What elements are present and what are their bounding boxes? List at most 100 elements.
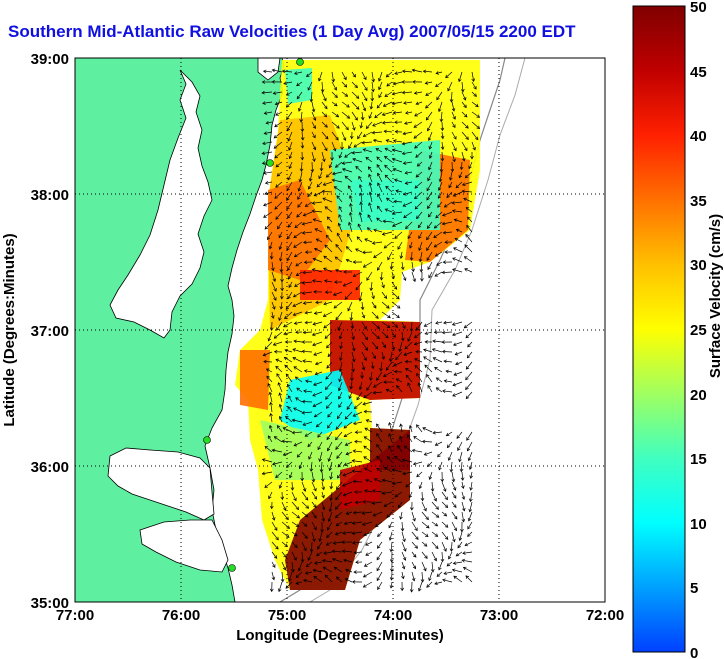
current-arrow (293, 407, 303, 413)
colorbar-tick: 50 (690, 0, 707, 16)
current-arrowhead (448, 184, 452, 189)
current-arrowhead (261, 151, 266, 156)
current-arrow (452, 569, 463, 573)
current-arrowhead (335, 436, 339, 441)
current-arrow (376, 551, 383, 560)
current-arrowhead (356, 396, 360, 401)
current-arrow (441, 511, 447, 517)
current-arrowhead (287, 295, 291, 300)
current-arrow (391, 291, 400, 300)
current-arrowhead (467, 525, 471, 530)
current-arrow (332, 558, 343, 563)
current-arrow (361, 351, 367, 361)
current-arrowhead (381, 356, 386, 360)
current-arrowhead (306, 73, 310, 78)
current-arrowhead (313, 514, 317, 519)
current-arrowhead (334, 280, 338, 284)
current-arrowhead (334, 531, 339, 536)
chesapeake-bay (109, 69, 213, 339)
current-arrowhead (317, 434, 321, 438)
y-tick-label: 36:00 (31, 459, 69, 476)
current-arrow (468, 161, 473, 169)
current-arrowhead (273, 134, 278, 139)
current-arrow (268, 491, 273, 499)
current-arrow (398, 501, 403, 508)
current-arrow (465, 371, 473, 380)
current-arrowhead (360, 375, 364, 379)
current-arrowhead (294, 283, 298, 287)
current-arrowhead (426, 247, 430, 251)
current-arrow (264, 111, 273, 114)
current-arrow (376, 561, 383, 571)
current-arrow (376, 156, 383, 163)
hf-radar-sites (203, 58, 304, 572)
current-arrowhead (322, 566, 327, 570)
current-arrow (414, 191, 423, 199)
current-arrowhead (463, 197, 467, 202)
current-arrowhead (323, 301, 327, 306)
current-arrow (278, 382, 283, 393)
current-arrowhead (376, 433, 380, 437)
current-arrow (270, 413, 273, 423)
current-arrowhead (262, 69, 267, 74)
current-arrow (336, 233, 343, 243)
current-arrow (337, 471, 343, 479)
current-arrowhead (440, 158, 445, 162)
current-arrow (426, 111, 433, 121)
current-arrow (335, 421, 343, 430)
current-arrow (435, 321, 443, 324)
current-arrowhead (434, 273, 439, 277)
current-arrow (413, 461, 423, 465)
current-arrowhead (312, 218, 317, 222)
current-arrow (307, 191, 313, 197)
current-arrow (342, 550, 353, 553)
current-arrow (418, 382, 423, 393)
current-arrowhead (308, 456, 312, 460)
current-arrow (377, 193, 383, 203)
current-arrow (471, 101, 479, 107)
current-arrow (325, 574, 333, 583)
current-arrow (407, 231, 413, 239)
current-arrow (311, 491, 317, 500)
current-arrow (331, 71, 334, 82)
current-arrowhead (461, 558, 466, 563)
current-arrowhead (452, 561, 457, 565)
current-arrow (422, 441, 433, 443)
current-arrow (329, 461, 333, 471)
current-arrowhead (376, 325, 381, 329)
current-arrow (390, 261, 393, 270)
current-arrow (393, 111, 403, 114)
current-arrowhead (313, 496, 318, 500)
current-arrowhead (343, 558, 347, 563)
current-arrow (392, 481, 403, 485)
current-arrowhead (354, 500, 359, 505)
current-arrow (317, 441, 323, 450)
current-arrow (471, 71, 475, 82)
current-arrow (295, 376, 303, 383)
current-arrowhead (293, 234, 297, 239)
current-arrow (342, 161, 353, 164)
current-arrowhead (460, 88, 465, 93)
current-arrowhead (434, 581, 438, 586)
current-arrowhead (465, 395, 470, 400)
current-arrow (373, 511, 383, 517)
current-arrow (427, 461, 433, 467)
current-arrowhead (363, 445, 367, 450)
current-arrow (345, 451, 353, 455)
current-arrowhead (303, 240, 307, 245)
current-arrowhead (362, 264, 367, 268)
current-arrow (285, 581, 293, 589)
current-arrowhead (293, 532, 298, 537)
current-arrow (294, 71, 303, 75)
current-arrowhead (369, 106, 374, 110)
current-arrowhead (300, 477, 305, 482)
current-arrow (420, 261, 423, 272)
current-arrowhead (335, 522, 340, 527)
current-arrowhead (427, 384, 431, 389)
current-arrowhead (408, 494, 413, 499)
current-arrow (342, 481, 353, 487)
current-arrow (311, 101, 315, 112)
current-arrowhead (371, 241, 376, 245)
current-arrowhead (400, 266, 405, 271)
current-arrow (393, 140, 403, 143)
